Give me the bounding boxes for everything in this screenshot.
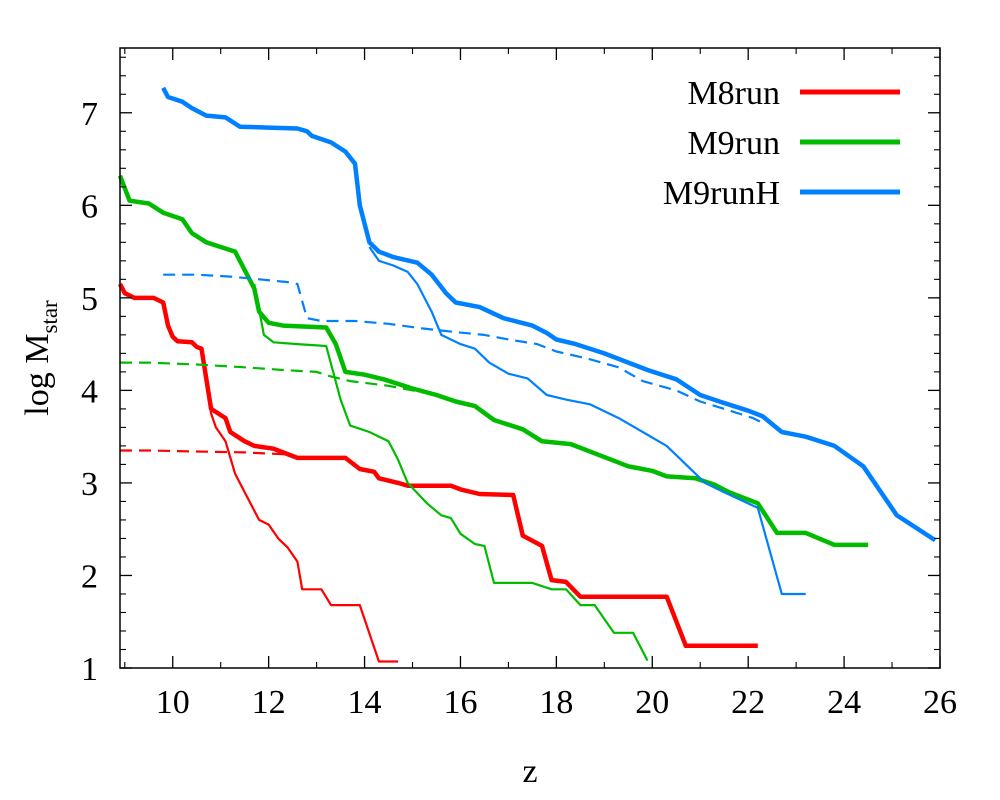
- x-tick-label: 24: [827, 684, 861, 721]
- x-axis-label: z: [522, 753, 537, 790]
- series-line-m9runh-thin: [368, 246, 806, 596]
- y-axis-label-main: log M: [19, 334, 56, 416]
- x-tick-label: 14: [348, 684, 382, 721]
- x-tick-label: 26: [923, 684, 957, 721]
- x-tick-label: 18: [539, 684, 573, 721]
- series-line-m8run-thin: [200, 348, 399, 663]
- y-tick-label: 1: [81, 651, 98, 688]
- series-line-m9run-thick: [117, 174, 869, 548]
- series-line-m8run-dashed: [120, 449, 298, 459]
- series-layer: [117, 86, 937, 663]
- series-line-m8run-thick: [118, 282, 758, 649]
- plot-frame: [119, 47, 941, 669]
- y-axis-label-sub: star: [37, 300, 62, 334]
- series-line-m9run-dashed: [120, 361, 442, 399]
- y-tick-label: 7: [81, 96, 98, 133]
- legend-label-m9run: M9run: [687, 125, 780, 162]
- y-tick-label: 5: [81, 281, 98, 318]
- y-axis-label: log Mstar: [19, 300, 62, 416]
- y-tick-label: 2: [81, 558, 98, 595]
- y-tick-label: 3: [81, 466, 98, 503]
- legend-label-m8run: M8run: [687, 75, 780, 112]
- legend: M8run M9run M9runH: [663, 75, 900, 212]
- series-line-m9runh-thick: [161, 86, 937, 543]
- legend-label-m9runh: M9runH: [663, 175, 780, 212]
- y-tick-label: 4: [81, 373, 98, 410]
- y-tick-label: 6: [81, 188, 98, 225]
- x-tick-label: 22: [731, 684, 765, 721]
- x-tick-label: 10: [156, 684, 190, 721]
- series-line-m9run-thin: [253, 283, 649, 662]
- series-line-m9runh-dashed: [163, 273, 764, 424]
- x-tick-label: 12: [252, 684, 286, 721]
- x-tick-label: 16: [443, 684, 477, 721]
- x-tick-label: 20: [635, 684, 669, 721]
